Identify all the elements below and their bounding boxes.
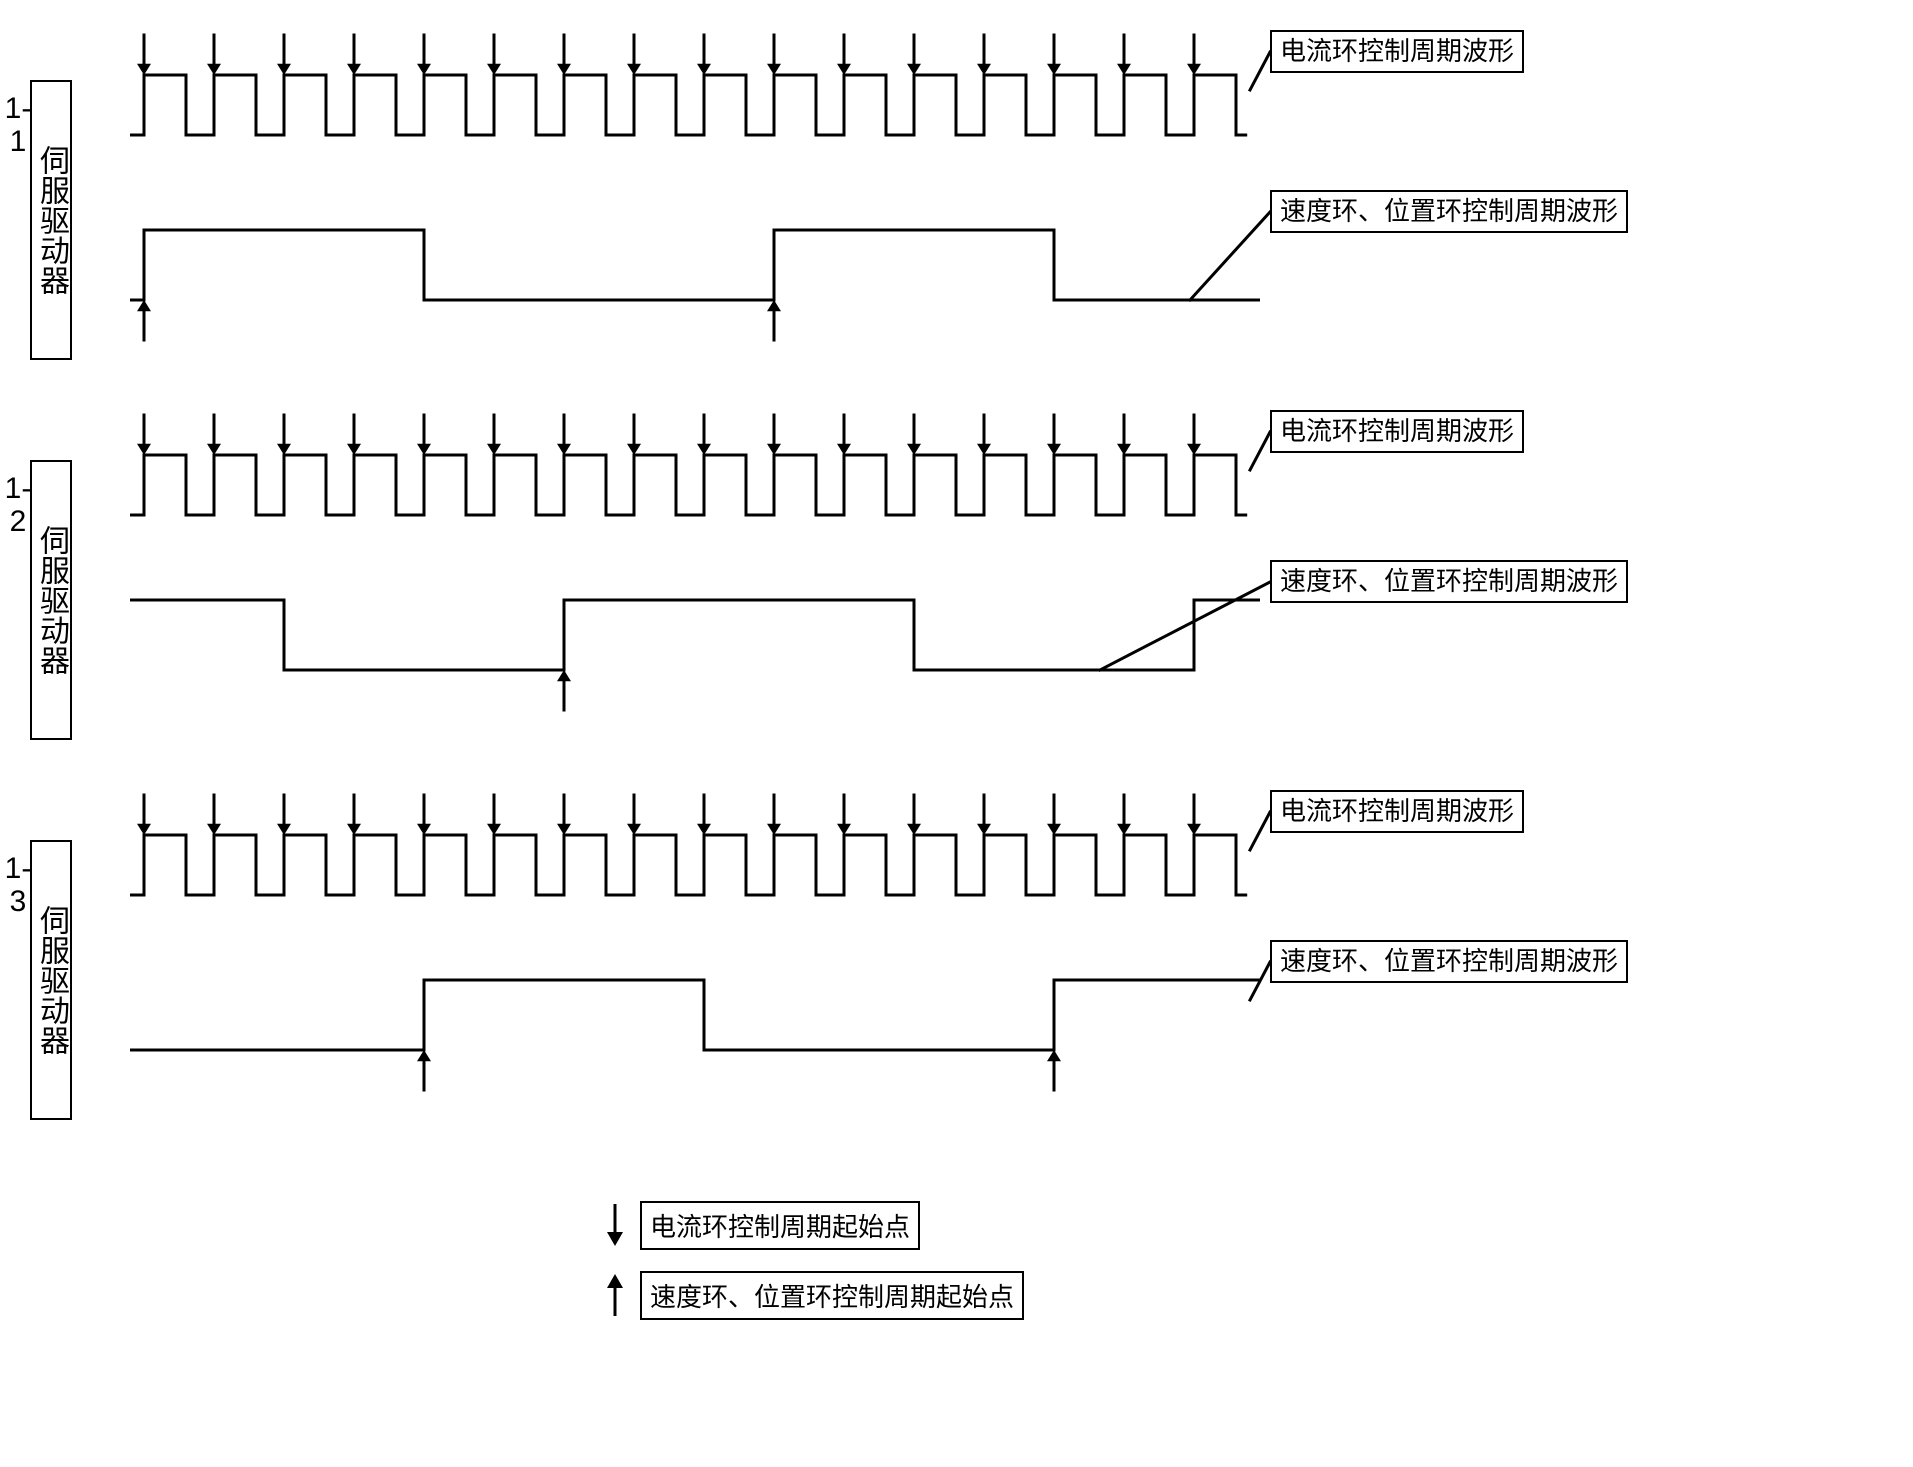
waveform-svg (20, 20, 1893, 1447)
driver-id: 1-3 (1, 852, 35, 918)
driver-id: 1-1 (1, 92, 35, 158)
current-loop-label: 电流环控制周期波形 (1270, 790, 1524, 833)
current-loop-label: 电流环控制周期波形 (1270, 410, 1524, 453)
driver-id: 1-2 (1, 472, 35, 538)
driver-label-box: 伺服驱动器1-2 (30, 460, 72, 740)
driver-label-text: 伺服驱动器 (35, 145, 68, 295)
legend-current-start: 电流环控制周期起始点 (600, 1200, 920, 1250)
current-loop-label: 电流环控制周期波形 (1270, 30, 1524, 73)
driver-label-text: 伺服驱动器 (35, 905, 68, 1055)
driver-label-box: 伺服驱动器1-3 (30, 840, 72, 1120)
driver-label-text: 伺服驱动器 (35, 525, 68, 675)
legend-current-start-text: 电流环控制周期起始点 (640, 1201, 920, 1250)
speed-loop-label: 速度环、位置环控制周期波形 (1270, 560, 1628, 603)
legend-speed-start: 速度环、位置环控制周期起始点 (600, 1270, 1024, 1320)
up-arrow-icon (600, 1270, 630, 1320)
timing-diagram: 伺服驱动器1-1伺服驱动器1-2伺服驱动器1-3 电流环控制周期波形电流环控制周… (20, 20, 1893, 1447)
down-arrow-icon (600, 1200, 630, 1250)
speed-loop-label: 速度环、位置环控制周期波形 (1270, 190, 1628, 233)
legend-speed-start-text: 速度环、位置环控制周期起始点 (640, 1271, 1024, 1320)
driver-label-box: 伺服驱动器1-1 (30, 80, 72, 360)
speed-loop-label: 速度环、位置环控制周期波形 (1270, 940, 1628, 983)
